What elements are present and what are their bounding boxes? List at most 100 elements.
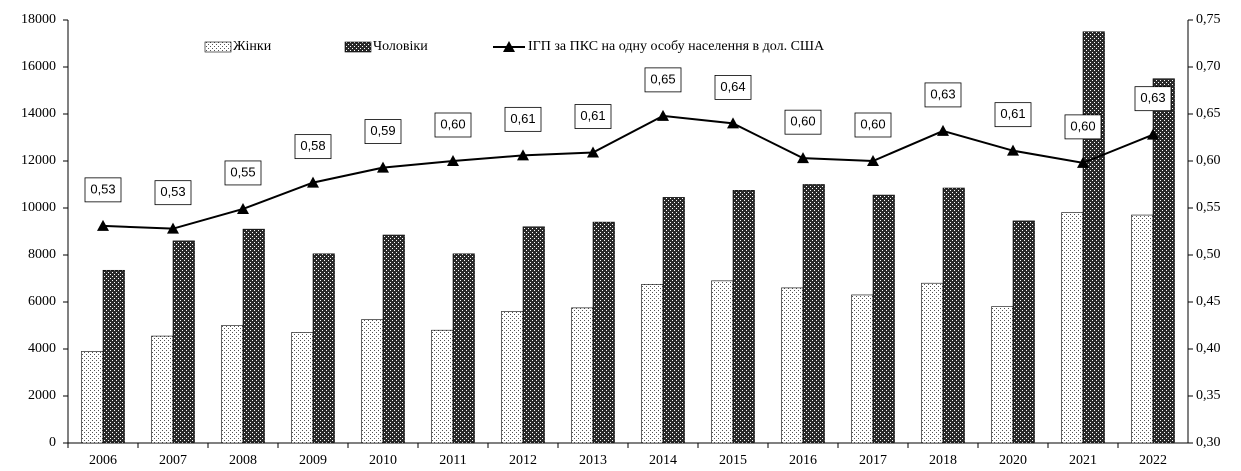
- bar: [242, 228, 265, 444]
- bar: [872, 194, 895, 444]
- x-tick-label: 2012: [509, 453, 537, 468]
- line-marker: [517, 149, 529, 161]
- line-marker: [167, 222, 179, 234]
- bar: [172, 240, 195, 444]
- y2-tick-label: 0,65: [1196, 106, 1221, 121]
- bar: [452, 253, 475, 444]
- data-label-box: [784, 109, 822, 135]
- legend-label: ІГП за ПКС на одну особу населення в дол…: [528, 39, 825, 54]
- bar: [732, 190, 755, 444]
- line-marker: [237, 202, 249, 214]
- x-tick-label: 2018: [929, 453, 957, 468]
- y-tick-label: 18000: [21, 12, 56, 27]
- bar: [802, 184, 825, 444]
- bar: [1152, 78, 1175, 444]
- bar: [1012, 220, 1035, 444]
- bar: [781, 287, 804, 444]
- legend-label: Жінки: [233, 39, 272, 54]
- line-marker: [1077, 156, 1089, 168]
- bar: [382, 234, 405, 444]
- y-tick-label: 16000: [21, 59, 56, 74]
- data-label-box: [574, 104, 612, 129]
- y-tick-label: 8000: [28, 247, 56, 262]
- x-tick-label: 2021: [1069, 453, 1097, 468]
- bar: [592, 221, 615, 444]
- data-label-box: [854, 112, 892, 138]
- data-label-box: [1064, 114, 1102, 140]
- x-tick-label: 2014: [649, 453, 677, 468]
- bar: [851, 294, 874, 444]
- data-label: 0,64: [720, 79, 745, 94]
- bar: [431, 329, 454, 444]
- bar: [1082, 31, 1105, 444]
- y2-tick-label: 0,30: [1196, 435, 1221, 450]
- data-label-box: [294, 134, 332, 160]
- data-label: 0,65: [650, 71, 675, 86]
- x-tick-label: 2022: [1139, 453, 1167, 468]
- y2-tick-label: 0,75: [1196, 12, 1221, 27]
- y2-tick-label: 0,45: [1196, 294, 1221, 309]
- y-tick-label: 14000: [21, 106, 56, 121]
- legend-label: Чоловіки: [373, 39, 428, 54]
- bar: [991, 306, 1014, 444]
- x-tick-label: 2016: [789, 453, 817, 468]
- y-tick-label: 10000: [21, 200, 56, 215]
- x-tick-label: 2009: [299, 453, 327, 468]
- data-label-box: [154, 180, 192, 206]
- bar: [151, 335, 174, 444]
- bar: [711, 280, 734, 444]
- y-tick-label: 6000: [28, 294, 56, 309]
- bar: [312, 253, 335, 444]
- bar: [522, 226, 545, 444]
- legend-swatch: [344, 41, 372, 53]
- data-label-box: [364, 119, 402, 144]
- bar: [1131, 214, 1154, 444]
- y2-tick-label: 0,35: [1196, 388, 1221, 403]
- bar: [501, 311, 524, 444]
- line-marker: [727, 117, 739, 129]
- line-marker: [1147, 128, 1159, 140]
- line-marker: [97, 219, 109, 231]
- data-label: 0,60: [1070, 118, 1095, 133]
- x-tick-label: 2011: [439, 453, 466, 468]
- line-marker: [587, 146, 599, 158]
- data-label: 0,53: [90, 181, 115, 196]
- data-label-box: [224, 160, 262, 186]
- y-tick-label: 0: [49, 435, 56, 450]
- legend-marker: [503, 41, 515, 52]
- data-label: 0,59: [370, 123, 395, 138]
- data-label-box: [924, 82, 962, 108]
- data-label: 0,58: [300, 138, 325, 153]
- bar: [662, 197, 685, 444]
- data-label-box: [1134, 86, 1172, 112]
- x-tick-label: 2020: [999, 453, 1027, 468]
- bar: [641, 284, 664, 444]
- bar: [221, 325, 244, 444]
- x-tick-label: 2013: [579, 453, 607, 468]
- y2-tick-label: 0,70: [1196, 59, 1221, 74]
- line-marker: [447, 155, 459, 166]
- x-tick-label: 2017: [859, 453, 887, 468]
- bar: [361, 319, 384, 444]
- data-label: 0,63: [930, 86, 955, 101]
- data-label: 0,53: [160, 184, 185, 199]
- x-tick-label: 2008: [229, 453, 257, 468]
- x-tick-label: 2006: [89, 453, 117, 468]
- bar: [942, 187, 965, 444]
- line: [102, 114, 1154, 230]
- data-label: 0,61: [580, 108, 605, 123]
- data-label-box: [714, 75, 752, 100]
- y2-tick-label: 0,55: [1196, 200, 1221, 215]
- data-label: 0,61: [510, 111, 535, 126]
- data-label-box: [994, 102, 1032, 128]
- data-label-box: [84, 177, 122, 203]
- y2-tick-label: 0,40: [1196, 341, 1221, 356]
- y-tick-label: 2000: [28, 388, 56, 403]
- bar: [921, 282, 944, 444]
- data-label: 0,60: [860, 116, 885, 131]
- data-label: 0,60: [790, 114, 815, 129]
- data-label: 0,61: [1000, 106, 1025, 121]
- line-marker: [377, 161, 389, 173]
- bar: [571, 307, 594, 444]
